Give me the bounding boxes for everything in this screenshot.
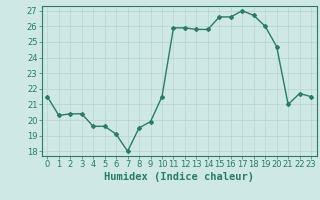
X-axis label: Humidex (Indice chaleur): Humidex (Indice chaleur): [104, 172, 254, 182]
